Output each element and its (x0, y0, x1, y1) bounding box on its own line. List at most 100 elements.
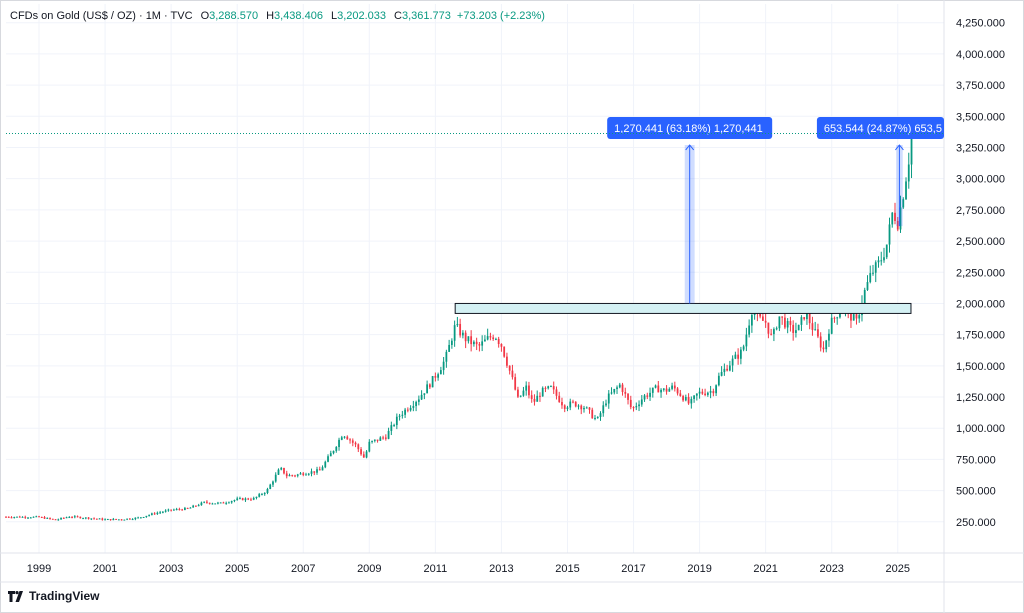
candle-body (87, 517, 90, 519)
candle-body (82, 518, 84, 520)
candle-body (662, 388, 665, 390)
candle-body (635, 406, 638, 408)
candle-body (299, 473, 302, 475)
candle-body (178, 509, 181, 511)
candle-body (819, 336, 822, 348)
candle-body (616, 387, 618, 389)
candle-body (717, 375, 720, 386)
candle-body (236, 498, 239, 501)
candle-body (905, 181, 907, 200)
candle-body (456, 323, 459, 326)
candle-body (679, 393, 682, 396)
candle-body (825, 340, 828, 350)
candle-body (197, 505, 200, 507)
candle-body (206, 501, 208, 503)
candle-body (426, 384, 429, 394)
candle-body (902, 199, 905, 208)
candle-body (57, 519, 60, 521)
candle-body (164, 510, 167, 512)
candle-body (310, 471, 313, 474)
candle-body (250, 499, 252, 501)
x-tick-label: 2019 (687, 563, 711, 575)
candle-body (313, 471, 316, 473)
candle-body (54, 519, 57, 521)
candle-body (420, 394, 423, 400)
candle-body (73, 516, 76, 518)
candle-body (800, 317, 803, 325)
candle-body (288, 475, 291, 477)
candle-body (852, 314, 855, 321)
candle-body (781, 316, 784, 318)
candle-body (773, 329, 775, 335)
candle-body (517, 389, 519, 397)
candle-body (687, 396, 690, 404)
y-tick-label: 1,750.000 (956, 330, 1005, 342)
candle-body (907, 164, 910, 182)
candle-body (693, 395, 695, 399)
candle-body (203, 501, 206, 503)
candle-body (492, 337, 495, 340)
candle-body (618, 384, 621, 388)
change-value: +73.203 (+2.23%) (456, 10, 545, 22)
candle-body (654, 385, 657, 388)
candle-body (181, 509, 184, 511)
x-tick-label: 2013 (489, 563, 513, 575)
candle-body (417, 399, 420, 402)
candle-body (828, 333, 830, 341)
candle-body (46, 517, 49, 519)
x-tick-label: 1999 (27, 563, 51, 575)
candle-body (750, 314, 753, 326)
symbol-legend: CFDs on Gold (US$ / OZ) · 1M · TVC O 3,28… (10, 10, 545, 22)
candle-body (778, 316, 781, 329)
tradingview-branding[interactable]: TradingView (8, 589, 99, 603)
candle-body (508, 365, 511, 371)
measure-label: 1,270.441 (63.18%) 1,270,441 (614, 123, 763, 135)
candle-body (316, 469, 318, 473)
candle-body (817, 329, 819, 337)
candle-body (302, 473, 305, 475)
candle-body (327, 456, 329, 462)
candle-body (792, 324, 795, 333)
candle-body (382, 437, 384, 439)
candle-body (161, 511, 164, 513)
candle-body (497, 338, 500, 345)
candle-body (255, 496, 258, 499)
candle-body (109, 519, 112, 521)
candle-body (101, 518, 104, 520)
candle-body (390, 425, 393, 431)
candle-body (899, 207, 902, 230)
candle-body (883, 257, 885, 261)
candle-body (525, 385, 528, 391)
candle-body (222, 502, 225, 504)
candle-body (280, 467, 283, 470)
candle-body (335, 447, 338, 451)
candle-body (200, 502, 203, 506)
candle-body (528, 385, 530, 396)
candle-body (665, 388, 668, 392)
y-tick-label: 3,500.000 (956, 111, 1005, 123)
candle-body (120, 519, 123, 521)
candle-body (467, 336, 470, 342)
x-tick-label: 2023 (819, 563, 843, 575)
candle-body (583, 407, 585, 410)
candle-body (189, 507, 192, 509)
candle-body (580, 405, 583, 410)
candle-body (137, 517, 140, 519)
x-tick-label: 2007 (291, 563, 315, 575)
candle-body (423, 393, 426, 395)
measure-arrow-icon (685, 144, 695, 151)
candle-body (439, 370, 442, 375)
measure-arrow-icon (895, 144, 904, 151)
y-tick-label: 4,000.000 (956, 49, 1005, 61)
candle-body (266, 488, 269, 493)
candle-body (734, 354, 737, 359)
candle-body (698, 391, 701, 394)
symbol-title[interactable]: CFDs on Gold (US$ / OZ) · 1M · TVC (10, 10, 193, 22)
candle-body (453, 325, 456, 341)
candle-body (332, 450, 335, 454)
candle-body (296, 474, 299, 476)
candle-body (445, 351, 448, 362)
candle-body (640, 399, 643, 405)
candle-body (723, 368, 726, 373)
